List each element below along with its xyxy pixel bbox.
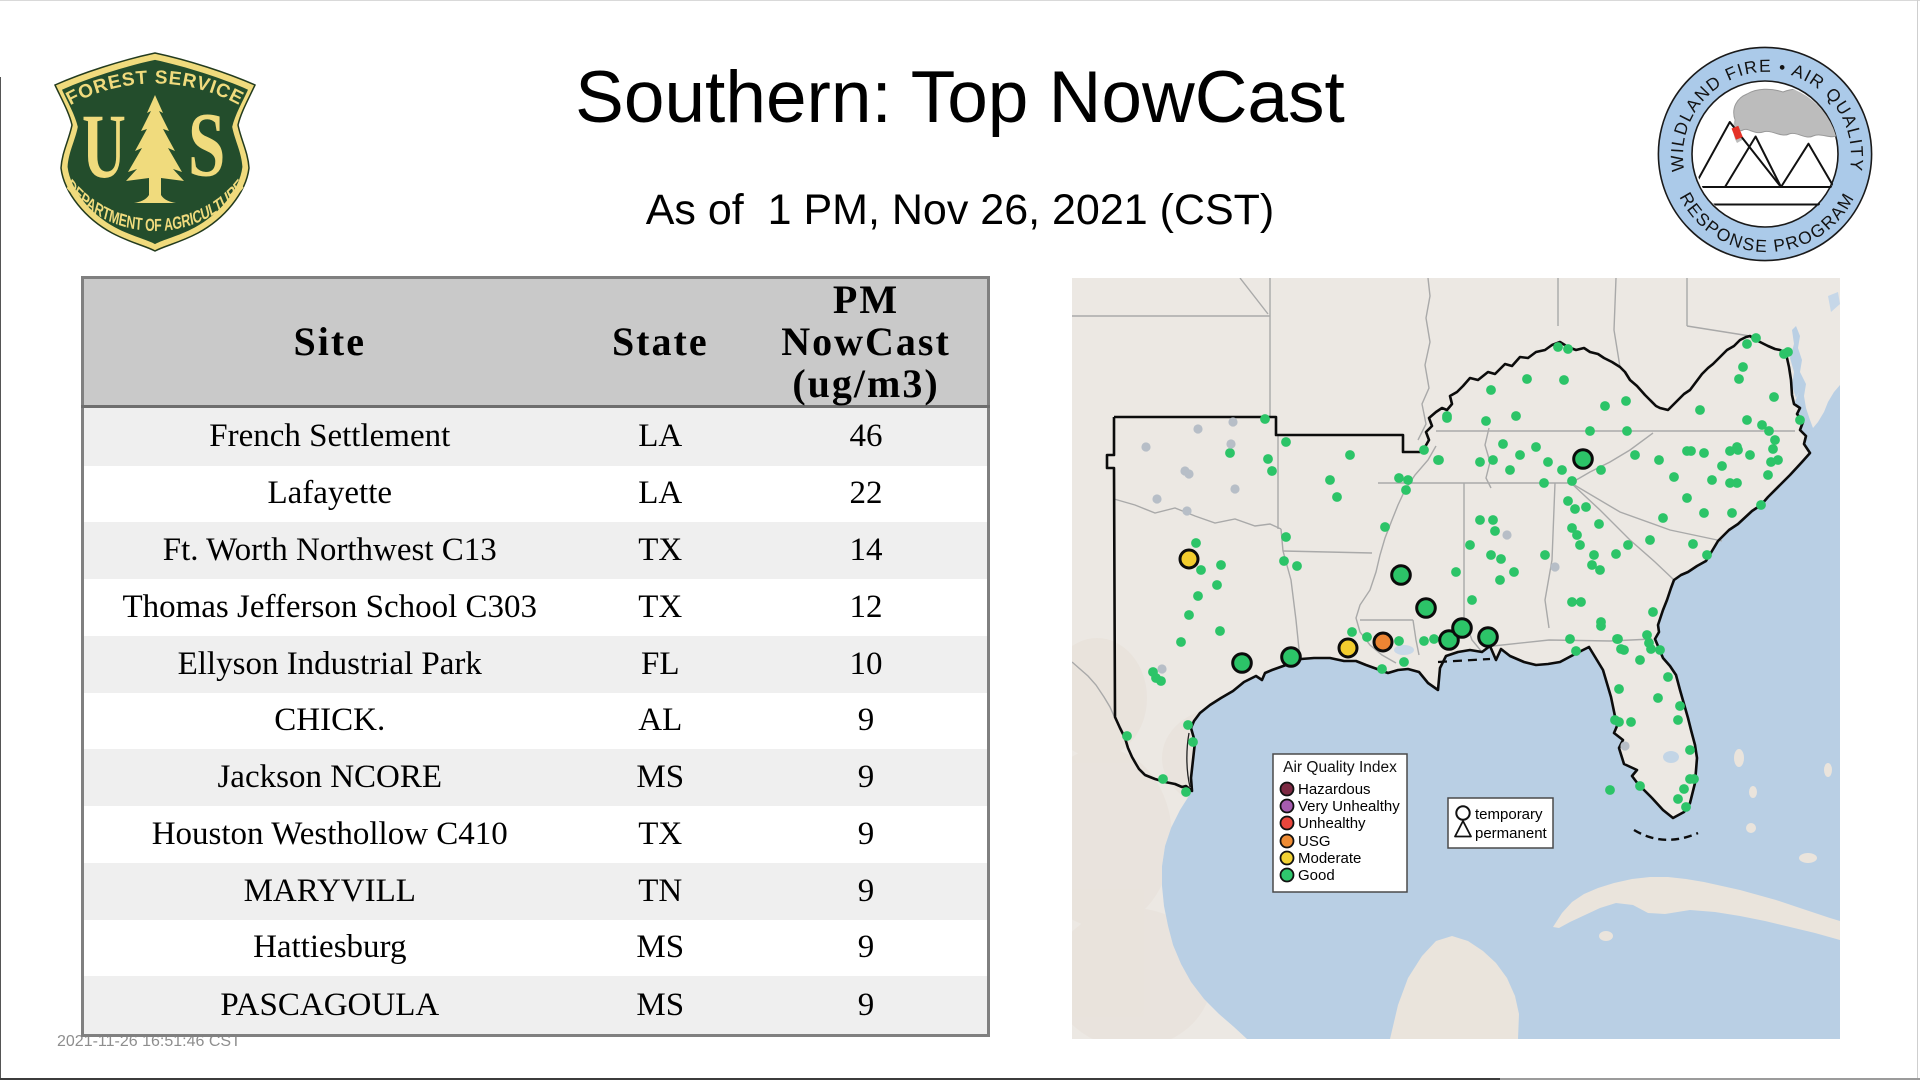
- svg-text:Good: Good: [1298, 867, 1335, 884]
- svg-text:permanent: permanent: [1475, 825, 1548, 842]
- svg-text:Unhealthy: Unhealthy: [1298, 815, 1366, 832]
- svg-text:temporary: temporary: [1475, 806, 1543, 823]
- svg-text:USG: USG: [1298, 833, 1331, 850]
- svg-text:U: U: [82, 96, 126, 198]
- svg-text:S: S: [188, 94, 225, 196]
- svg-text:Moderate: Moderate: [1298, 850, 1361, 867]
- svg-text:Air Quality Index: Air Quality Index: [1283, 759, 1397, 776]
- svg-text:Very Unhealthy: Very Unhealthy: [1298, 798, 1400, 815]
- svg-text:Hazardous: Hazardous: [1298, 781, 1371, 798]
